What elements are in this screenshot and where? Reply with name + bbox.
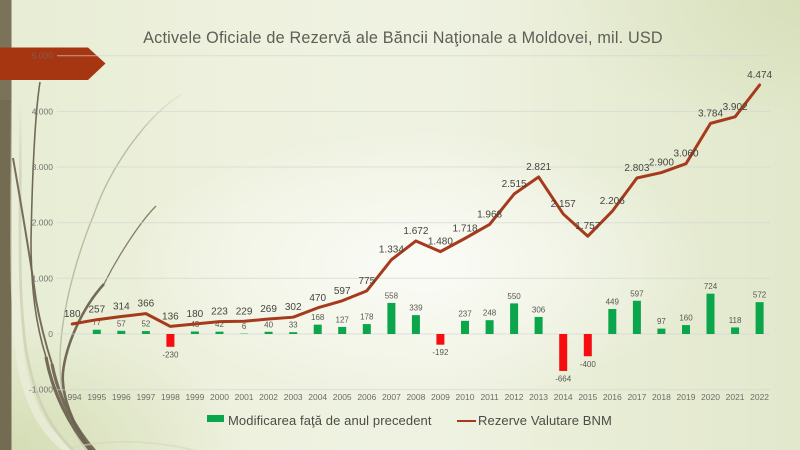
svg-text:4.000: 4.000 bbox=[32, 106, 54, 116]
svg-text:257: 257 bbox=[88, 305, 105, 316]
svg-text:597: 597 bbox=[334, 286, 351, 297]
svg-text:1997: 1997 bbox=[136, 392, 155, 402]
svg-text:248: 248 bbox=[483, 309, 497, 318]
svg-text:52: 52 bbox=[141, 320, 150, 329]
svg-text:2013: 2013 bbox=[529, 392, 548, 402]
svg-text:550: 550 bbox=[507, 292, 521, 301]
svg-text:237: 237 bbox=[458, 309, 472, 318]
svg-text:-400: -400 bbox=[580, 360, 597, 369]
svg-text:1.968: 1.968 bbox=[477, 210, 502, 221]
svg-text:2004: 2004 bbox=[308, 392, 327, 402]
svg-text:223: 223 bbox=[211, 307, 228, 318]
svg-text:2007: 2007 bbox=[382, 392, 401, 402]
svg-text:775: 775 bbox=[358, 276, 375, 287]
svg-text:178: 178 bbox=[360, 313, 374, 322]
svg-text:2.821: 2.821 bbox=[526, 162, 551, 173]
svg-text:57: 57 bbox=[117, 319, 126, 328]
svg-text:118: 118 bbox=[729, 316, 742, 325]
svg-text:2011: 2011 bbox=[480, 392, 499, 402]
svg-text:6: 6 bbox=[242, 322, 247, 331]
svg-text:-1.000: -1.000 bbox=[29, 385, 53, 395]
svg-text:2021: 2021 bbox=[726, 392, 745, 402]
svg-text:3.902: 3.902 bbox=[723, 102, 748, 113]
svg-text:2015: 2015 bbox=[578, 392, 597, 402]
svg-text:306: 306 bbox=[532, 306, 546, 315]
svg-text:2002: 2002 bbox=[259, 392, 278, 402]
svg-text:2016: 2016 bbox=[603, 392, 622, 402]
svg-text:229: 229 bbox=[236, 306, 253, 317]
svg-text:2.803: 2.803 bbox=[624, 163, 649, 174]
svg-text:2018: 2018 bbox=[652, 392, 671, 402]
svg-text:2006: 2006 bbox=[357, 392, 376, 402]
svg-text:572: 572 bbox=[753, 291, 767, 300]
svg-text:2000: 2000 bbox=[210, 392, 229, 402]
svg-text:0: 0 bbox=[48, 329, 53, 339]
svg-text:1.000: 1.000 bbox=[32, 273, 54, 283]
svg-text:470: 470 bbox=[309, 293, 326, 304]
svg-text:180: 180 bbox=[64, 309, 81, 320]
svg-text:1995: 1995 bbox=[87, 392, 106, 402]
svg-text:314: 314 bbox=[113, 302, 130, 313]
svg-text:269: 269 bbox=[260, 304, 277, 315]
svg-text:3.000: 3.000 bbox=[32, 162, 54, 172]
svg-text:168: 168 bbox=[311, 313, 325, 322]
svg-text:2.515: 2.515 bbox=[502, 179, 527, 190]
svg-text:33: 33 bbox=[289, 321, 298, 330]
svg-text:1.480: 1.480 bbox=[428, 237, 453, 248]
svg-text:2.206: 2.206 bbox=[600, 196, 625, 207]
svg-text:4.474: 4.474 bbox=[747, 70, 772, 81]
svg-text:2010: 2010 bbox=[456, 392, 475, 402]
svg-text:2009: 2009 bbox=[431, 392, 450, 402]
svg-text:2014: 2014 bbox=[554, 392, 573, 402]
svg-text:1.757: 1.757 bbox=[575, 221, 600, 232]
svg-text:1.334: 1.334 bbox=[379, 245, 404, 256]
svg-text:1.718: 1.718 bbox=[452, 223, 477, 234]
svg-text:127: 127 bbox=[336, 315, 350, 324]
svg-text:449: 449 bbox=[606, 298, 620, 307]
svg-text:2.157: 2.157 bbox=[551, 199, 576, 210]
svg-text:2.900: 2.900 bbox=[649, 158, 674, 169]
svg-text:-230: -230 bbox=[162, 350, 179, 359]
svg-text:2020: 2020 bbox=[701, 392, 720, 402]
svg-text:2019: 2019 bbox=[677, 392, 696, 402]
svg-text:-192: -192 bbox=[432, 348, 449, 357]
svg-text:339: 339 bbox=[409, 304, 423, 313]
svg-text:1994: 1994 bbox=[63, 392, 82, 402]
svg-text:2017: 2017 bbox=[627, 392, 646, 402]
svg-text:42: 42 bbox=[215, 320, 224, 329]
svg-text:77: 77 bbox=[92, 318, 101, 327]
svg-text:40: 40 bbox=[264, 320, 273, 329]
svg-text:2001: 2001 bbox=[235, 392, 254, 402]
svg-text:1996: 1996 bbox=[112, 392, 131, 402]
svg-text:180: 180 bbox=[187, 309, 204, 320]
svg-text:366: 366 bbox=[138, 299, 155, 310]
svg-text:97: 97 bbox=[657, 317, 666, 326]
svg-text:5.000: 5.000 bbox=[32, 51, 54, 61]
svg-text:558: 558 bbox=[385, 291, 399, 300]
svg-text:2.000: 2.000 bbox=[32, 218, 54, 228]
svg-text:2008: 2008 bbox=[406, 392, 425, 402]
svg-text:3.784: 3.784 bbox=[698, 108, 723, 119]
svg-text:3.060: 3.060 bbox=[673, 149, 698, 160]
svg-text:2022: 2022 bbox=[750, 392, 769, 402]
svg-text:2005: 2005 bbox=[333, 392, 352, 402]
svg-text:2003: 2003 bbox=[284, 392, 303, 402]
svg-text:-664: -664 bbox=[555, 375, 572, 384]
svg-text:1.672: 1.672 bbox=[403, 226, 428, 237]
svg-text:597: 597 bbox=[630, 289, 644, 298]
svg-text:1999: 1999 bbox=[185, 392, 204, 402]
svg-text:724: 724 bbox=[704, 282, 718, 291]
svg-text:302: 302 bbox=[285, 302, 302, 313]
svg-text:160: 160 bbox=[679, 314, 693, 323]
svg-text:136: 136 bbox=[162, 311, 179, 322]
svg-text:1998: 1998 bbox=[161, 392, 180, 402]
svg-text:2012: 2012 bbox=[505, 392, 524, 402]
